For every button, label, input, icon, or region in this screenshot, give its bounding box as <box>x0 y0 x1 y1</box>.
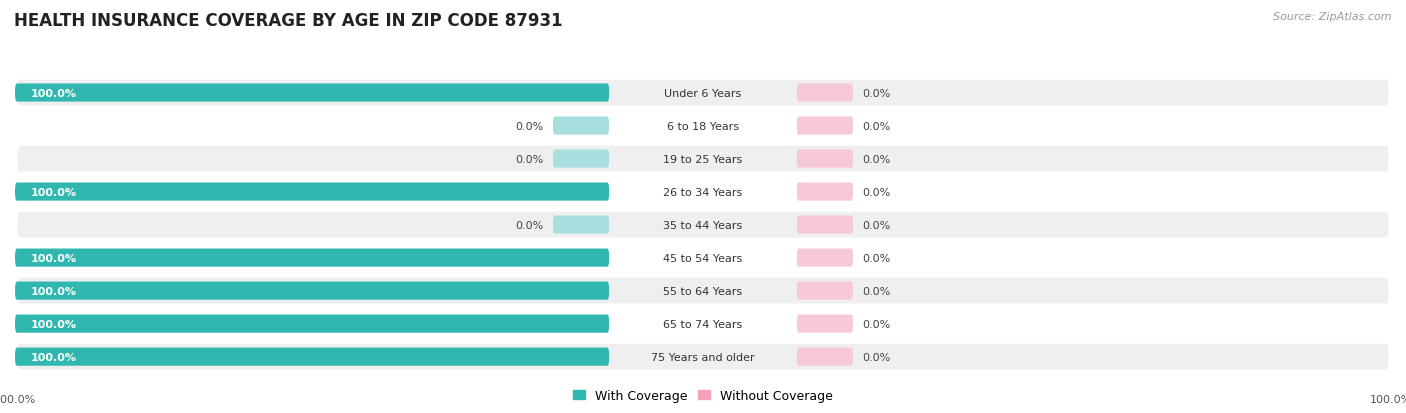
Text: 55 to 64 Years: 55 to 64 Years <box>664 286 742 296</box>
FancyBboxPatch shape <box>797 315 853 333</box>
Text: 100.0%: 100.0% <box>31 319 77 329</box>
FancyBboxPatch shape <box>797 183 853 201</box>
FancyBboxPatch shape <box>17 114 1389 139</box>
Text: 100.0%: 100.0% <box>31 88 77 98</box>
FancyBboxPatch shape <box>15 282 609 300</box>
FancyBboxPatch shape <box>553 117 609 135</box>
FancyBboxPatch shape <box>15 348 609 366</box>
FancyBboxPatch shape <box>17 278 1389 304</box>
FancyBboxPatch shape <box>17 245 1389 271</box>
FancyBboxPatch shape <box>17 179 1389 205</box>
Text: 6 to 18 Years: 6 to 18 Years <box>666 121 740 131</box>
FancyBboxPatch shape <box>17 344 1389 370</box>
Text: 0.0%: 0.0% <box>515 154 544 164</box>
Text: 35 to 44 Years: 35 to 44 Years <box>664 220 742 230</box>
Text: 0.0%: 0.0% <box>862 220 891 230</box>
FancyBboxPatch shape <box>15 84 609 102</box>
FancyBboxPatch shape <box>797 249 853 267</box>
FancyBboxPatch shape <box>797 84 853 102</box>
FancyBboxPatch shape <box>797 348 853 366</box>
Text: 100.0%: 100.0% <box>31 286 77 296</box>
Text: 0.0%: 0.0% <box>862 88 891 98</box>
Text: 100.0%: 100.0% <box>31 187 77 197</box>
Text: 0.0%: 0.0% <box>862 352 891 362</box>
Text: Under 6 Years: Under 6 Years <box>665 88 741 98</box>
FancyBboxPatch shape <box>797 216 853 234</box>
FancyBboxPatch shape <box>17 212 1389 238</box>
Text: 100.0%: 100.0% <box>31 253 77 263</box>
Text: 0.0%: 0.0% <box>862 154 891 164</box>
Text: 45 to 54 Years: 45 to 54 Years <box>664 253 742 263</box>
Text: 0.0%: 0.0% <box>862 319 891 329</box>
Text: 26 to 34 Years: 26 to 34 Years <box>664 187 742 197</box>
FancyBboxPatch shape <box>17 146 1389 172</box>
Text: 0.0%: 0.0% <box>515 220 544 230</box>
Text: 0.0%: 0.0% <box>862 286 891 296</box>
FancyBboxPatch shape <box>797 282 853 300</box>
Text: HEALTH INSURANCE COVERAGE BY AGE IN ZIP CODE 87931: HEALTH INSURANCE COVERAGE BY AGE IN ZIP … <box>14 12 562 30</box>
Text: 75 Years and older: 75 Years and older <box>651 352 755 362</box>
FancyBboxPatch shape <box>15 315 609 333</box>
Text: 65 to 74 Years: 65 to 74 Years <box>664 319 742 329</box>
FancyBboxPatch shape <box>17 311 1389 337</box>
Text: Source: ZipAtlas.com: Source: ZipAtlas.com <box>1274 12 1392 22</box>
FancyBboxPatch shape <box>553 216 609 234</box>
FancyBboxPatch shape <box>17 81 1389 106</box>
FancyBboxPatch shape <box>797 117 853 135</box>
Text: 100.0%: 100.0% <box>31 352 77 362</box>
FancyBboxPatch shape <box>15 249 609 267</box>
FancyBboxPatch shape <box>553 150 609 168</box>
Text: 100.0%: 100.0% <box>1369 394 1406 404</box>
Legend: With Coverage, Without Coverage: With Coverage, Without Coverage <box>568 384 838 407</box>
FancyBboxPatch shape <box>797 150 853 168</box>
Text: 100.0%: 100.0% <box>0 394 37 404</box>
Text: 19 to 25 Years: 19 to 25 Years <box>664 154 742 164</box>
Text: 0.0%: 0.0% <box>862 121 891 131</box>
Text: 0.0%: 0.0% <box>862 187 891 197</box>
FancyBboxPatch shape <box>15 183 609 201</box>
Text: 0.0%: 0.0% <box>862 253 891 263</box>
Text: 0.0%: 0.0% <box>515 121 544 131</box>
